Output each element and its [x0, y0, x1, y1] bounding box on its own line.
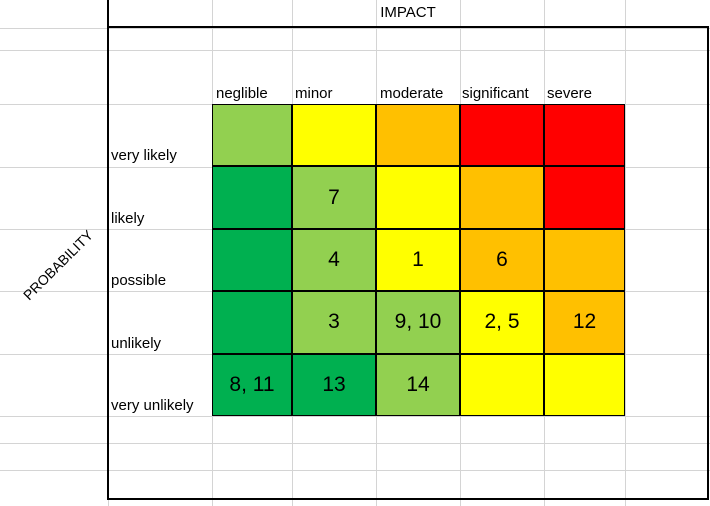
matrix-cell[interactable]: 9, 10 — [376, 291, 460, 354]
impact-level-label: neglible — [216, 85, 268, 102]
matrix-cell[interactable] — [376, 104, 460, 167]
matrix-cell[interactable] — [460, 166, 544, 229]
probability-level-label: possible — [111, 272, 167, 289]
matrix-cell[interactable]: 6 — [460, 228, 544, 292]
impact-level-label: significant — [462, 85, 529, 102]
matrix-cell[interactable]: 2, 5 — [460, 291, 544, 354]
probability-level-label: very unlikely — [111, 397, 194, 414]
matrix-cell[interactable]: 12 — [544, 291, 625, 354]
matrix-cell[interactable]: 1 — [376, 228, 460, 292]
gridline-horizontal — [0, 416, 710, 417]
matrix-cell[interactable] — [212, 228, 292, 292]
matrix-cell[interactable] — [376, 166, 460, 229]
gridline-horizontal — [0, 443, 710, 444]
impact-level-label: moderate — [380, 85, 444, 102]
matrix-cell[interactable]: 7 — [292, 166, 376, 229]
matrix-cell[interactable]: 14 — [376, 353, 460, 416]
matrix-cell[interactable]: 8, 11 — [212, 353, 292, 416]
matrix-cell[interactable] — [544, 104, 625, 167]
matrix-cell[interactable] — [460, 104, 544, 167]
matrix-cell[interactable] — [212, 166, 292, 229]
frame-line — [107, 26, 708, 28]
matrix-cell[interactable]: 4 — [292, 228, 376, 292]
frame-line — [107, 498, 709, 500]
impact-level-label: severe — [547, 85, 593, 102]
matrix-cell[interactable] — [292, 104, 376, 167]
matrix-cell[interactable]: 3 — [292, 291, 376, 354]
gridline-horizontal — [0, 50, 710, 51]
gridline-horizontal — [0, 28, 710, 29]
frame-line — [707, 26, 709, 500]
matrix-cell[interactable] — [212, 104, 292, 167]
matrix-cell[interactable] — [212, 291, 292, 354]
matrix-cell[interactable] — [544, 166, 625, 229]
matrix-cell[interactable]: 13 — [292, 353, 376, 416]
matrix-cell[interactable] — [544, 228, 625, 292]
impact-title: IMPACT — [380, 4, 436, 21]
matrix-cell[interactable] — [460, 353, 544, 416]
matrix-cell[interactable] — [544, 353, 625, 416]
gridline-vertical — [625, 0, 626, 506]
probability-level-label: unlikely — [111, 335, 162, 352]
gridline-horizontal — [0, 470, 710, 471]
frame-line — [107, 0, 109, 500]
impact-level-label: minor — [295, 85, 333, 102]
probability-level-label: very likely — [111, 147, 177, 164]
probability-level-label: likely — [111, 210, 145, 227]
